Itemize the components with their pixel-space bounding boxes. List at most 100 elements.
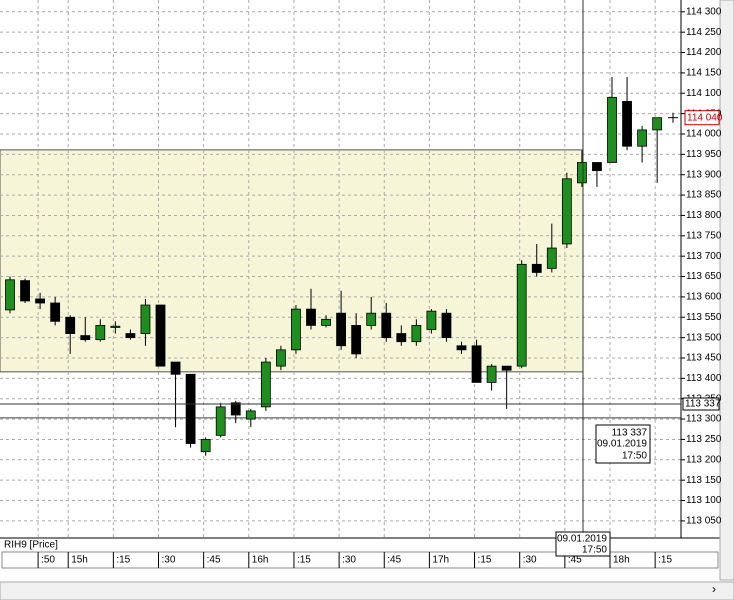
candle-body [501,365,512,371]
candle-body [185,373,196,444]
y-tick-label: 113 750 [686,230,722,241]
scroll-right[interactable]: › [712,582,716,596]
candle-body [50,302,61,322]
candle-body [607,96,617,163]
candle-body [170,361,181,375]
candle-body [260,361,271,408]
y-tick-label: 113 500 [686,332,722,343]
candle-body [577,162,587,184]
x-tick-label: :15 [658,555,672,566]
candle-body [245,410,256,420]
candle-body [80,335,91,341]
crosshair-info-time: 17:50 [622,451,647,462]
candle-body [471,345,482,383]
candle-body [546,247,557,269]
crosshair-price-box [682,397,720,411]
candle-body [592,162,602,172]
candle-body [622,101,632,147]
x-tick-label: :45 [207,555,221,566]
y-tick-label: 113 300 [686,414,722,425]
candle-body [65,316,76,334]
y-tick-label: 113 050 [686,516,722,527]
x-tick-label: :50 [41,555,55,566]
candle-body [426,310,437,330]
candle-body [652,117,663,131]
x-tick-label: :30 [523,555,537,566]
x-tick-label: :30 [162,555,176,566]
y-tick-label: 113 950 [686,149,722,160]
y-tick-label: 113 200 [686,454,722,465]
crosshair-time-time: 17:50 [582,545,607,556]
horizontal-scrollbar[interactable] [0,581,734,600]
y-tick-label: 113 850 [686,190,722,201]
y-tick-label: 114 300 [686,6,722,17]
x-tick-label: :15 [478,555,492,566]
x-tick-label: :45 [568,555,582,566]
y-tick-label: 113 250 [686,434,722,445]
candle-body [140,304,151,334]
crosshair-price: 113 337 [685,399,721,410]
candle-body [336,312,347,347]
candle-body [531,263,542,273]
candle-body [351,325,362,355]
candle-body [20,280,30,302]
y-tick-label: 113 550 [686,312,722,323]
x-tick-label: :45 [387,555,401,566]
y-tick-label: 113 650 [686,271,722,282]
crosshair-time-date: 09.01.2019 [557,534,607,545]
candle-body [561,178,572,245]
y-tick-label: 114 250 [686,27,722,38]
candle-body [306,308,316,326]
candle-body [95,325,106,341]
y-tick-label: 113 150 [686,475,722,486]
time-axis [1,551,719,569]
candle-body [396,333,407,343]
x-tick-label: :30 [342,555,356,566]
candle-body [381,312,392,339]
candle-body [200,439,211,453]
candle-body [486,365,497,383]
y-tick-label: 113 800 [686,210,722,221]
x-tick-label: :15 [297,555,311,566]
y-tick-label: 113 600 [686,292,722,303]
candle-body [637,129,647,147]
x-tick-label: 15h [71,555,88,566]
last-price-label: 114 040 [687,112,723,123]
y-tick-label: 114 200 [686,47,722,58]
candle-body [125,333,136,339]
candle-body [155,304,166,367]
x-tick-label: 17h [432,555,449,566]
candle-body [441,312,452,339]
y-tick-label: 113 100 [686,495,722,506]
x-tick-label: 18h [613,555,630,566]
series-title: RIH9 [Price] [4,540,58,551]
candle-body [110,325,121,328]
crosshair-info-price: 113 337 [612,428,648,439]
x-tick-label: :15 [116,555,130,566]
x-tick-label: 16h [252,555,269,566]
candle-body [230,402,241,416]
y-tick-label: 114 100 [686,88,722,99]
crosshair-info-box [595,424,651,464]
candle-body [516,263,527,367]
candle-body [321,318,331,326]
candle-body [456,345,467,351]
candle-body [366,312,377,326]
y-tick-label: 113 450 [686,353,722,364]
crosshair-time-box [555,531,611,557]
candle-body [411,325,422,343]
y-tick-label: 114 150 [686,68,722,79]
last-price-box [684,110,720,126]
y-tick-label: 113 400 [686,373,722,384]
candle-body [215,406,226,436]
y-tick-label: 113 900 [686,169,722,180]
candle-body [291,308,301,351]
y-tick-label: 114 000 [686,129,722,140]
vertical-scrollbar[interactable] [719,0,734,581]
crosshair-info-date: 09.01.2019 [597,439,647,450]
candle-body [35,298,45,304]
y-tick-label: 113 700 [686,251,722,262]
candle-body [5,279,15,311]
candle-body [275,349,286,367]
